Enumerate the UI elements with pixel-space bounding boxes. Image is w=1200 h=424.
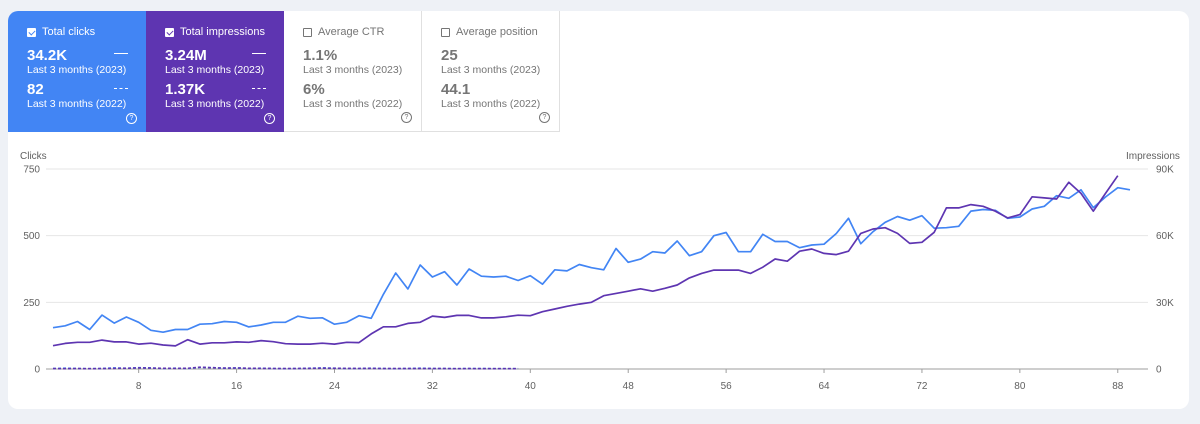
tile-average-ctr[interactable]: Average CTR 1.1% Last 3 months (2023) 6%… <box>284 11 422 132</box>
help-icon[interactable]: ? <box>126 113 137 124</box>
tile-total-clicks[interactable]: Total clicks 34.2K Last 3 months (2023) … <box>8 11 146 132</box>
metric-period-previous: Last 3 months (2022) <box>303 98 403 110</box>
tile-header: Average position <box>441 25 559 39</box>
metric-period: Last 3 months (2023) <box>441 64 541 76</box>
series-line-total-impressions <box>52 175 1119 347</box>
x-tick-label: 8 <box>136 381 142 392</box>
x-tick-label: 16 <box>231 381 243 392</box>
checkbox-checked-icon[interactable] <box>165 27 174 37</box>
series-line-total-impressions-2022 <box>52 366 519 370</box>
x-tick-label: 88 <box>1112 381 1124 392</box>
checkbox-unchecked-icon[interactable] <box>441 27 450 37</box>
tile-header: Average CTR <box>303 25 421 39</box>
x-tick-label: 56 <box>721 381 733 392</box>
metric-value-previous: 44.1 <box>441 81 471 98</box>
metric-value-previous: 6% <box>303 81 325 98</box>
metric-value-previous: 82 <box>27 81 44 98</box>
metric-period: Last 3 months (2023) <box>27 64 127 76</box>
solid-line-legend-icon <box>114 53 128 54</box>
metric-period: Last 3 months (2023) <box>165 64 265 76</box>
solid-line-legend-icon <box>252 53 266 54</box>
right-tick-label: 0 <box>1156 365 1162 376</box>
metric-value-previous: 1.37K <box>165 81 206 98</box>
dashed-line-legend-icon <box>252 88 266 89</box>
x-tick-label: 32 <box>427 381 439 392</box>
left-tick-label: 0 <box>34 365 40 376</box>
right-tick-label: 30K <box>1156 298 1174 309</box>
metric-period-previous: Last 3 months (2022) <box>165 98 265 110</box>
dashed-line-legend-icon <box>114 88 128 89</box>
help-icon[interactable]: ? <box>539 112 550 123</box>
x-tick-label: 48 <box>623 381 635 392</box>
tile-label: Average CTR <box>318 26 385 38</box>
tile-total-impressions[interactable]: Total impressions 3.24M Last 3 months (2… <box>146 11 284 132</box>
metric-period: Last 3 months (2023) <box>303 64 403 76</box>
right-tick-label: 90K <box>1156 165 1174 176</box>
series-line-total-clicks <box>52 186 1131 334</box>
help-icon[interactable]: ? <box>401 112 412 123</box>
metric-period-previous: Last 3 months (2022) <box>441 98 541 110</box>
right-tick-label: 60K <box>1156 231 1174 242</box>
left-tick-label: 250 <box>23 298 40 309</box>
metric-period-previous: Last 3 months (2022) <box>27 98 127 110</box>
left-tick-label: 750 <box>23 165 40 176</box>
metric-tiles: Total clicks 34.2K Last 3 months (2023) … <box>8 11 560 132</box>
x-tick-label: 72 <box>916 381 928 392</box>
left-axis-title: Clicks <box>20 151 47 162</box>
x-tick-label: 80 <box>1014 381 1026 392</box>
metric-value: 34.2K <box>27 47 68 64</box>
tile-label: Total clicks <box>42 26 96 38</box>
x-tick-label: 40 <box>525 381 537 392</box>
metric-value: 25 <box>441 47 458 64</box>
tile-header: Total impressions <box>165 25 284 39</box>
checkbox-checked-icon[interactable] <box>27 27 36 37</box>
x-tick-label: 24 <box>329 381 341 392</box>
checkbox-unchecked-icon[interactable] <box>303 27 312 37</box>
tile-header: Total clicks <box>27 25 146 39</box>
left-tick-label: 500 <box>23 231 40 242</box>
x-tick-label: 64 <box>818 381 830 392</box>
tile-average-position[interactable]: Average position 25 Last 3 months (2023)… <box>422 11 560 132</box>
help-icon[interactable]: ? <box>264 113 275 124</box>
tile-label: Average position <box>456 26 538 38</box>
metric-value: 3.24M <box>165 47 207 64</box>
tile-label: Total impressions <box>180 26 265 38</box>
right-axis-title: Impressions <box>1126 151 1180 162</box>
metric-value: 1.1% <box>303 47 338 64</box>
